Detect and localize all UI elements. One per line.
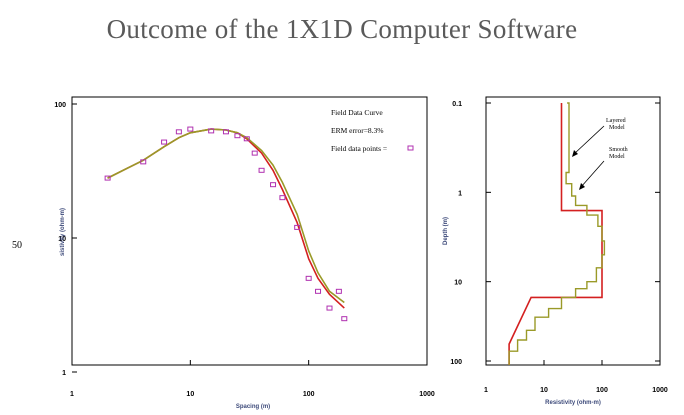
right-x-tick-label: 10	[540, 387, 548, 394]
apparent-resistivity-chart: 1 10 100 1000 1 10 100 Spacing (m) sistivity (…	[54, 96, 435, 410]
smooth-model-arrowhead	[579, 183, 585, 190]
field-data-point	[140, 159, 147, 165]
right-y-tick-label: 1	[458, 190, 462, 197]
left-point-layer	[104, 126, 348, 322]
field-data-point	[104, 175, 111, 181]
annotation-smooth-model-word: Model	[609, 154, 625, 160]
field-data-point	[175, 129, 182, 135]
annotation-smooth-model: Smooth Model	[609, 147, 629, 160]
field-data-point	[315, 288, 322, 294]
left-x-tick-label: 10	[186, 391, 194, 398]
smooth-model-arrow	[580, 160, 605, 188]
annotation-layered-word: Layered	[606, 118, 626, 124]
smooth-model-line	[508, 102, 606, 365]
right-x-axis-label: Resistivity (ohm-m)	[545, 400, 601, 406]
left-plot-frame	[71, 96, 428, 366]
left-y-tick-label: 10	[58, 236, 66, 243]
layered-model-arrowhead	[572, 150, 578, 157]
annotation-smooth-word: Smooth	[609, 147, 628, 153]
field-data-point	[335, 288, 342, 294]
left-x-tick-label: 1000	[419, 391, 435, 398]
field-data-point	[305, 275, 312, 281]
right-x-tick-label: 100	[596, 387, 608, 394]
left-x-tick-label: 1	[70, 391, 74, 398]
right-y-tick-label: 100	[450, 359, 462, 366]
legend-erm-error: ERM error=8.3%	[331, 126, 384, 135]
left-x-tick-label: 100	[303, 391, 315, 398]
left-tick-layer: 1 10 100 1000 1 10 100	[54, 102, 435, 398]
right-tick-layer: 1 10 100 1000 0.1 1 10 100	[450, 101, 668, 394]
field-data-point	[251, 150, 258, 156]
right-y-tick-label: 0.1	[452, 101, 462, 108]
left-curve-layer	[107, 128, 345, 309]
field-data-point	[161, 139, 168, 145]
layered-model-line	[508, 103, 603, 365]
right-model-layer	[508, 102, 606, 365]
left-x-axis-label: Spacing (m)	[236, 404, 270, 410]
field-data-point	[243, 136, 250, 142]
annotation-layered-model: Layered Model	[606, 118, 627, 131]
field-data-point	[341, 316, 348, 322]
right-y-axis-label: Depth (m)	[443, 217, 449, 245]
legend-point-marker	[407, 145, 414, 151]
side-label: 50	[12, 240, 22, 251]
layered-model-arrow	[573, 125, 605, 155]
field-data-point	[234, 133, 241, 139]
model-curve-line	[107, 128, 345, 304]
slide-title: Outcome of the 1X1D Computer Software	[106, 14, 578, 44]
left-y-axis-label: sistivity (ohm-m)	[60, 208, 66, 256]
legend-field-data-curve: Field Data Curve	[331, 108, 383, 117]
right-x-tick-label: 1000	[652, 387, 668, 394]
right-plot-frame	[485, 96, 661, 366]
left-y-tick-label: 1	[62, 370, 66, 377]
field-data-point	[294, 224, 301, 230]
field-data-point	[222, 129, 229, 135]
annotation-layered-model-word: Model	[609, 125, 625, 131]
right-x-tick-label: 1	[484, 387, 488, 394]
legend-field-data-points: Field data points =	[331, 144, 387, 153]
field-data-point	[187, 126, 194, 132]
field-data-point	[279, 195, 286, 201]
model-curve-line	[107, 128, 345, 309]
right-y-tick-label: 10	[454, 280, 462, 287]
field-data-point	[208, 128, 215, 134]
left-y-tick-label: 100	[54, 102, 66, 109]
field-data-point	[326, 305, 333, 311]
field-data-point	[258, 167, 265, 173]
field-data-point	[270, 182, 277, 188]
